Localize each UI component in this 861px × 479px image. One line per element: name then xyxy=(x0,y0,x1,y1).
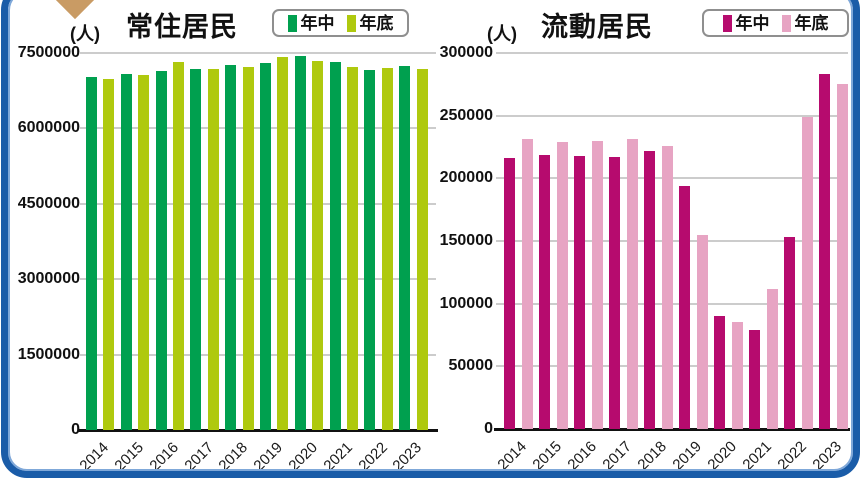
legend: 年中 年底 xyxy=(272,9,409,37)
bar-2014-mid xyxy=(504,158,515,429)
gridline-1500000 xyxy=(80,353,436,356)
legend-swatch-yearend-icon xyxy=(346,14,356,32)
gridline-7500000 xyxy=(80,52,436,54)
y-tick-label-150000: 150000 xyxy=(439,232,493,249)
chart-title: 流動居民 xyxy=(541,12,653,43)
bar-2017-mid xyxy=(190,69,202,430)
y-tick-label-0: 0 xyxy=(71,421,80,438)
y-tick-label-4500000: 4500000 xyxy=(17,194,80,212)
legend-label: 年底 xyxy=(359,13,394,33)
bar-2014-mid xyxy=(86,77,97,430)
bar-2023-end xyxy=(836,84,848,429)
bar-2017-mid xyxy=(609,157,620,429)
x-tick-label-2023: 2023 xyxy=(809,438,846,474)
bar-2014-end xyxy=(103,78,115,430)
bar-2022-end xyxy=(381,67,393,430)
bar-2020-end xyxy=(731,322,743,429)
y-tick-label-100000: 100000 xyxy=(439,294,493,312)
y-axis-unit-label: (人) xyxy=(487,24,517,44)
bar-2021-end xyxy=(766,288,778,429)
bar-2015-end xyxy=(138,75,150,430)
bar-2016-mid xyxy=(155,71,167,430)
legend-swatch-midyear-icon xyxy=(287,14,297,32)
y-tick-label-7500000: 7500000 xyxy=(17,44,80,61)
bar-2020-mid xyxy=(714,316,725,429)
bar-2017-end xyxy=(626,139,638,429)
bar-2015-mid xyxy=(539,154,550,429)
legend-swatch-yearend-icon xyxy=(781,14,791,32)
y-tick-label-6000000: 6000000 xyxy=(17,119,80,137)
y-tick-label-0: 0 xyxy=(484,420,493,437)
bar-2021-end xyxy=(347,66,358,430)
bar-2022-mid xyxy=(364,69,376,430)
legend-label: 年中 xyxy=(735,13,770,33)
bar-2019-end xyxy=(696,234,708,429)
bar-2018-end xyxy=(242,66,254,430)
legend-item-yearend: 年底 xyxy=(346,13,394,33)
legend-swatch-midyear-icon xyxy=(722,14,732,32)
bar-2022-mid xyxy=(784,237,795,429)
gridline-250000 xyxy=(496,114,848,117)
y-tick-label-1500000: 1500000 xyxy=(17,345,80,363)
y-tick-label-200000: 200000 xyxy=(439,169,493,187)
y-tick-label-3000000: 3000000 xyxy=(17,270,80,288)
y-tick-label-300000: 300000 xyxy=(439,44,493,61)
bar-2021-mid xyxy=(329,62,341,430)
bar-2016-mid xyxy=(574,155,585,429)
x-axis-line xyxy=(494,428,850,431)
bar-2015-end xyxy=(556,141,568,429)
bar-2020-end xyxy=(312,61,324,430)
legend-item-midyear: 年中 xyxy=(287,13,335,33)
bar-2023-end xyxy=(416,68,428,430)
bar-2022-end xyxy=(801,116,813,429)
bar-2020-mid xyxy=(294,56,306,430)
bar-2018-mid xyxy=(225,65,237,430)
y-axis-unit-label: (人) xyxy=(70,24,100,44)
bar-2014-end xyxy=(521,139,533,429)
legend-label: 年底 xyxy=(794,13,829,33)
legend: 年中 年底 xyxy=(702,9,849,37)
chart-title: 常住居民 xyxy=(126,12,238,43)
legend-item-midyear: 年中 xyxy=(722,13,770,33)
bar-2023-mid xyxy=(399,65,411,430)
gridline-3000000 xyxy=(80,278,436,281)
bar-2019-mid xyxy=(260,63,271,430)
bar-2018-end xyxy=(661,145,673,429)
bar-2021-mid xyxy=(749,329,760,429)
y-tick-label-50000: 50000 xyxy=(448,357,494,375)
y-tick-label-250000: 250000 xyxy=(439,106,493,124)
legend-item-yearend: 年底 xyxy=(781,13,829,33)
bar-2018-mid xyxy=(644,150,655,429)
gridline-4500000 xyxy=(80,202,436,205)
bar-2019-end xyxy=(277,57,289,430)
bar-2019-mid xyxy=(679,185,690,429)
bar-2015-mid xyxy=(120,74,132,430)
gridline-300000 xyxy=(496,52,848,54)
bar-2016-end xyxy=(591,140,603,429)
gridline-6000000 xyxy=(80,127,436,130)
x-axis-line xyxy=(78,429,438,432)
legend-label: 年中 xyxy=(300,13,335,33)
bar-2023-mid xyxy=(819,74,830,429)
bar-2016-end xyxy=(173,62,184,430)
bar-2017-end xyxy=(207,69,219,430)
